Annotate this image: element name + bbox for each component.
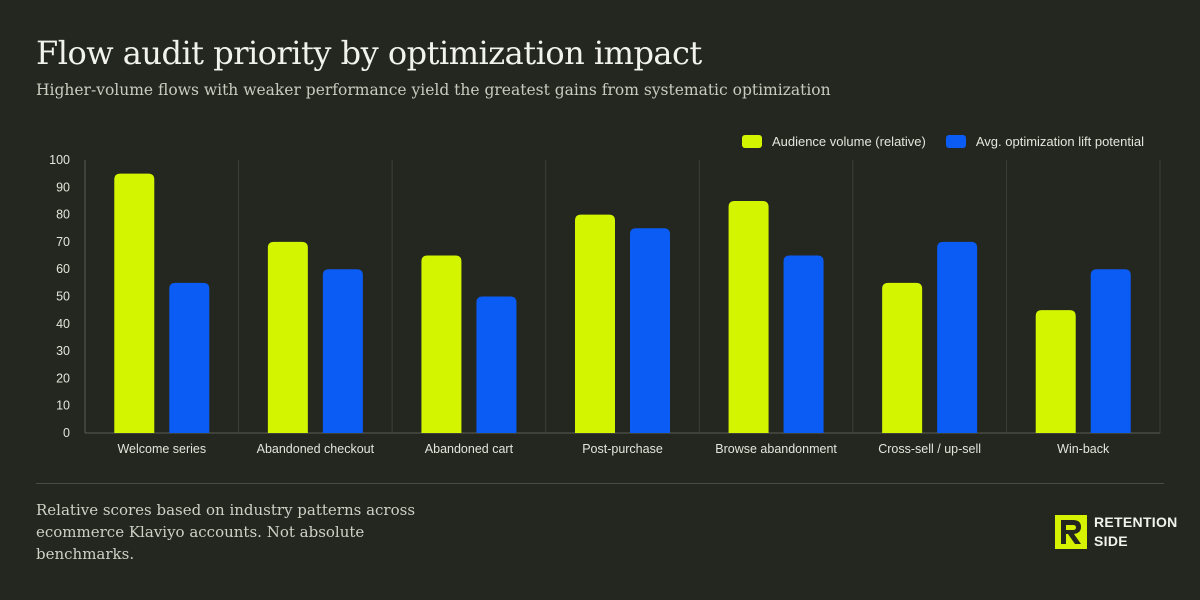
brand-name: RETENTION SIDE xyxy=(1094,513,1178,551)
y-tick-label: 20 xyxy=(56,371,70,385)
legend-swatch-lift-potential xyxy=(945,135,966,148)
x-tick-label: Abandoned cart xyxy=(425,442,514,456)
bar-audience-volume xyxy=(421,255,462,433)
bar-lift-potential xyxy=(169,282,210,433)
x-tick-label: Win-back xyxy=(1057,442,1110,456)
bar-audience-volume xyxy=(1035,310,1076,433)
y-tick-label: 50 xyxy=(56,290,70,304)
bar-audience-volume xyxy=(575,214,615,433)
x-tick-label: Cross-sell / up-sell xyxy=(878,442,981,456)
bar-chart: 0 10 20 30 40 50 60 70 80 90 100 Welcome series Aban… xyxy=(49,153,1161,456)
bar-lift-potential xyxy=(322,269,363,433)
brand-mark-icon xyxy=(1055,515,1087,549)
y-tick-label: 40 xyxy=(56,317,70,331)
footer-divider xyxy=(36,483,1164,484)
bar-audience-volume xyxy=(114,173,155,433)
chart-title: Flow audit priority by optimization impa… xyxy=(36,34,702,72)
legend-label-audience-volume: Audience volume (relative) xyxy=(771,134,926,149)
bar-audience-volume xyxy=(882,282,923,433)
y-tick-label: 100 xyxy=(49,153,70,167)
brand-line1: RETENTION xyxy=(1094,514,1178,530)
bar-audience-volume xyxy=(728,200,769,433)
bar-lift-potential xyxy=(783,255,824,433)
x-tick-label: Abandoned checkout xyxy=(257,442,375,456)
y-tick-label: 0 xyxy=(63,426,70,440)
x-tick-label: Post-purchase xyxy=(582,442,663,456)
bar-lift-potential xyxy=(937,241,978,433)
bar-lift-potential xyxy=(630,228,670,433)
y-tick-label: 10 xyxy=(56,399,70,413)
footnote: Relative scores based on industry patter… xyxy=(36,501,416,563)
brand-logo: RETENTION SIDE xyxy=(1055,513,1178,551)
legend-item-audience-volume: Audience volume (relative) xyxy=(741,134,926,149)
legend: Audience volume (relative) Avg. optimiza… xyxy=(741,134,1144,149)
y-tick-label: 60 xyxy=(56,262,70,276)
bar-lift-potential xyxy=(1090,269,1131,433)
x-tick-label: Welcome series xyxy=(117,442,206,456)
x-tick-label: Browse abandonment xyxy=(715,442,837,456)
bar-lift-potential xyxy=(476,296,517,433)
chart-subtitle: Higher-volume flows with weaker performa… xyxy=(36,81,831,99)
y-tick-label: 30 xyxy=(56,344,70,358)
brand-line2: SIDE xyxy=(1094,533,1128,549)
bar-audience-volume xyxy=(267,241,308,433)
legend-label-lift-potential: Avg. optimization lift potential xyxy=(975,134,1144,149)
y-tick-label: 70 xyxy=(56,235,70,249)
y-tick-label: 90 xyxy=(56,180,70,194)
y-tick-label: 80 xyxy=(56,208,70,222)
legend-swatch-audience-volume xyxy=(741,135,762,148)
legend-item-lift-potential: Avg. optimization lift potential xyxy=(945,134,1144,149)
